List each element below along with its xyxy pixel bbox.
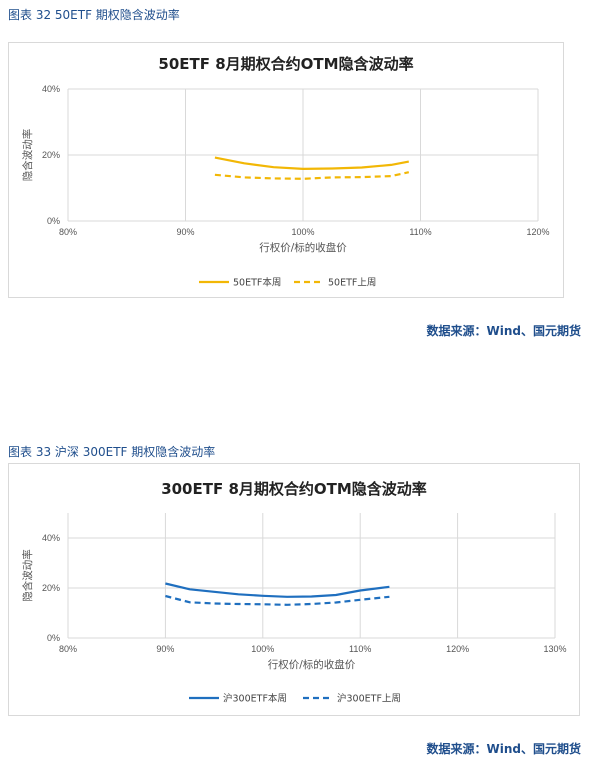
chart-container-1: 50ETF 8月期权合约OTM隐含波动率 80% 90% 100% 110% 120% 0%…: [8, 42, 564, 298]
x-tick-label: 120%: [526, 227, 549, 237]
x-tick-label: 110%: [409, 227, 431, 237]
x-axis-title: 行权价/标的收盘价: [259, 241, 347, 254]
y-tick-label: 0%: [47, 633, 60, 643]
legend-label: 沪300ETF本周: [223, 693, 287, 705]
x-tick-label: 110%: [349, 644, 371, 654]
x-tick-label: 100%: [251, 644, 274, 654]
chart-container-2: 300ETF 8月期权合约OTM隐含波动率 80% 90% 100% 110% 120% 1…: [8, 463, 580, 716]
figure-caption-1: 图表 32 50ETF 期权隐含波动率: [8, 8, 180, 22]
source-note-2: 数据来源：Wind、国元期货: [426, 742, 581, 756]
x-tick-label: 80%: [59, 227, 77, 237]
y-tick-label: 20%: [42, 583, 60, 593]
chart-title: 300ETF 8月期权合约OTM隐含波动率: [161, 480, 427, 498]
series-line-last-week: [214, 171, 410, 180]
chart-title: 50ETF 8月期权合约OTM隐含波动率: [158, 55, 413, 73]
series-line-this-week: [214, 156, 410, 170]
x-tick-label: 130%: [543, 644, 566, 654]
legend-label: 50ETF上周: [328, 278, 376, 289]
figure-caption-2: 图表 33 沪深 300ETF 期权隐含波动率: [8, 445, 216, 459]
y-tick-label: 40%: [42, 533, 60, 543]
series-line-this-week: [165, 582, 390, 598]
x-tick-label: 80%: [59, 644, 77, 654]
y-axis-title: 隐含波动率: [21, 129, 34, 182]
source-note-1: 数据来源：Wind、国元期货: [426, 324, 581, 338]
x-axis-title: 行权价/标的收盘价: [268, 658, 356, 671]
x-tick-label: 90%: [156, 644, 174, 654]
y-axis-title: 隐含波动率: [21, 549, 34, 602]
y-tick-label: 40%: [42, 84, 60, 94]
y-tick-label: 0%: [47, 216, 60, 226]
series-line-last-week: [165, 594, 390, 606]
legend-label: 50ETF本周: [233, 277, 281, 289]
y-tick-label: 20%: [42, 150, 60, 160]
chart-2: 300ETF 8月期权合约OTM隐含波动率 80% 90% 100% 110% 120% 1…: [21, 480, 567, 705]
legend-label: 沪300ETF上周: [337, 693, 401, 705]
x-tick-label: 100%: [291, 227, 314, 237]
chart-1: 50ETF 8月期权合约OTM隐含波动率 80% 90% 100% 110% 120% 0%…: [21, 55, 550, 289]
x-tick-label: 120%: [446, 644, 469, 654]
x-tick-label: 90%: [176, 227, 194, 237]
